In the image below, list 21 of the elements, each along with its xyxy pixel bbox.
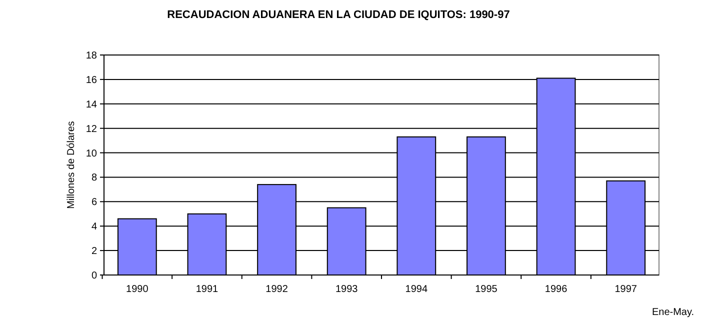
text: Ene-May. [652, 307, 694, 318]
x-tick-label: 1991 [196, 284, 219, 295]
x-tick-label: 1996 [544, 284, 568, 295]
y-tick-label: 8 [91, 172, 98, 184]
y-tick-label: 2 [91, 246, 98, 258]
y-tick-label: 18 [86, 50, 98, 62]
y-tick-label: 16 [86, 74, 98, 86]
y-tick-label: 6 [91, 197, 98, 208]
x-tick-label: 1997 [614, 284, 638, 295]
x-tick-label: 1992 [266, 284, 288, 295]
y-axis-title: Millones de Dólares [66, 121, 77, 209]
x-tick-label: 1995 [475, 284, 498, 295]
x-tick-label: 1994 [405, 284, 428, 295]
y-tick-label: 10 [86, 148, 98, 160]
y-tick-label: 0 [91, 270, 98, 282]
x-tick-label: 1990 [126, 284, 149, 295]
y-tick-label: 4 [91, 222, 98, 233]
x-tick-label: 1993 [335, 284, 358, 295]
chart-title: RECAUDACION ADUANERA EN LA CIUDAD DE IQUITOS: 1990-97 [167, 9, 510, 21]
y-tick-label: 14 [86, 99, 98, 110]
y-tick-label: 12 [86, 124, 98, 135]
